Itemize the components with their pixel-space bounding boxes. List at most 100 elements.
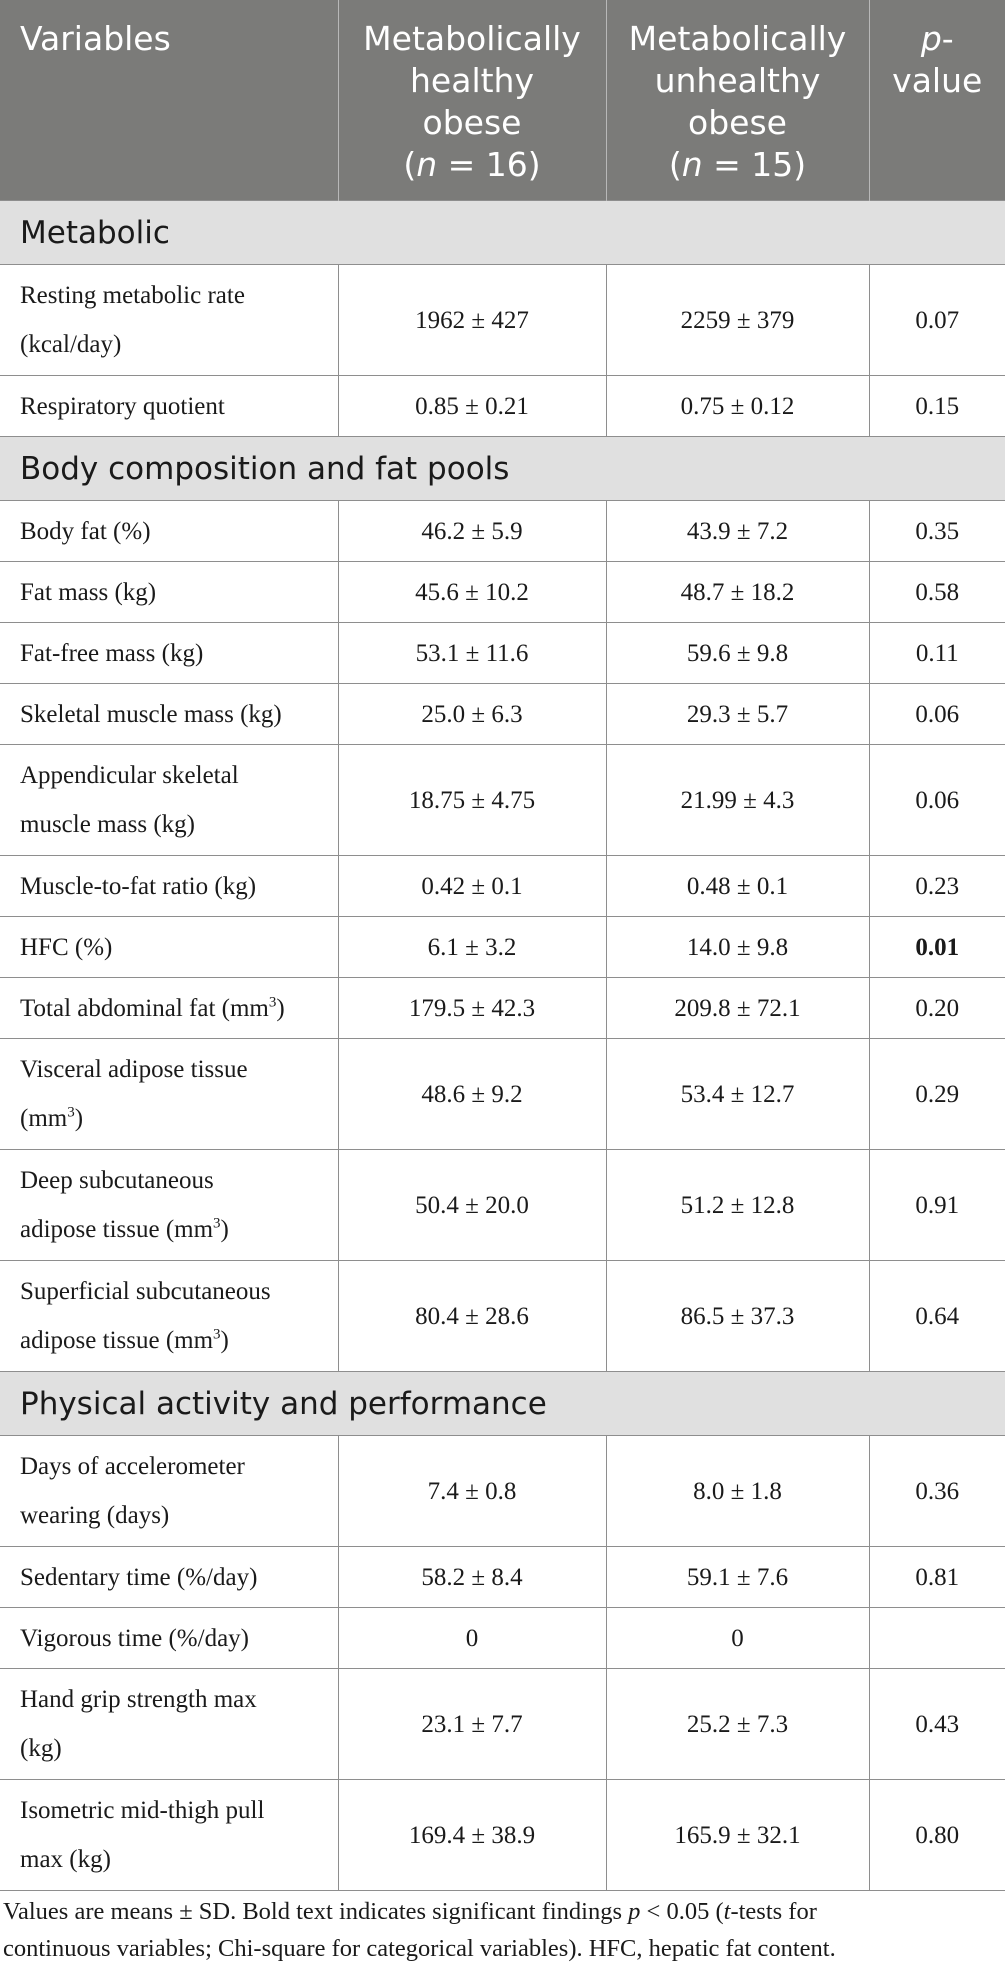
header-muo-line: obese [688,103,787,142]
variable-label-line: Resting metabolic rate [20,282,245,309]
variable-label-line: Appendicular skeletal [20,762,239,789]
p-value: 0.80 [868,1779,1005,1891]
section-title: Metabolic [0,200,1005,265]
muo-value: 0.75 ± 0.12 [605,375,870,437]
mho-value: 25.0 ± 6.3 [337,683,607,745]
variable-label: Fat mass (kg) [0,561,339,623]
variable-label-line: Deep subcutaneous [20,1167,214,1194]
variable-label-line: Isometric mid-thigh pull [20,1797,265,1824]
variable-label: Sedentary time (%/day) [0,1546,339,1608]
muo-value: 8.0 ± 1.8 [605,1435,870,1547]
muo-value: 53.4 ± 12.7 [605,1038,870,1150]
p-value: 0.58 [868,561,1005,623]
table-row: Total abdominal fat (mm3) 179.5 ± 42.3 209… [0,977,1005,1039]
variable-label: Deep subcutaneous adipose tissue (mm3) [0,1149,339,1261]
variable-label-line: (mm3) [20,1104,84,1132]
header-pvalue-line: p- [920,19,954,58]
mho-value: 0 [337,1607,607,1669]
mho-value: 1962 ± 427 [337,264,607,376]
variable-label-line: Hand grip strength max [20,1686,257,1713]
mho-value: 45.6 ± 10.2 [337,561,607,623]
variable-label-line: HFC (%) [20,933,113,961]
p-value: 0.64 [868,1260,1005,1372]
variable-label-line: Skeletal muscle mass (kg) [20,700,282,728]
table-row: Deep subcutaneous adipose tissue (mm3) 50.… [0,1149,1005,1261]
variable-label: Visceral adipose tissue (mm3) [0,1038,339,1150]
table-row: Muscle-to-fat ratio (kg) 0.42 ± 0.1 0.48 ±… [0,855,1005,917]
table-row: Appendicular skeletal muscle mass (kg) 18.… [0,744,1005,856]
mho-value: 18.75 ± 4.75 [337,744,607,856]
variable-label: Fat-free mass (kg) [0,622,339,684]
variable-label-line: Superficial subcutaneous [20,1278,271,1305]
p-value: 0.29 [868,1038,1005,1150]
p-value: 0.81 [868,1546,1005,1608]
table-row: Days of accelerometer wearing (days) 7.4 ±… [0,1435,1005,1547]
table-header: Variables Metabolically healthy obese (n… [0,0,1005,201]
variable-label-line: Respiratory quotient [20,392,225,420]
mho-value: 179.5 ± 42.3 [337,977,607,1039]
muo-value: 2259 ± 379 [605,264,870,376]
table-row: Body fat (%) 46.2 ± 5.9 43.9 ± 7.2 0.35 [0,500,1005,562]
section-row: Body composition and fat pools [0,436,1005,501]
p-value [868,1607,1005,1669]
muo-value: 14.0 ± 9.8 [605,916,870,978]
variable-label: Vigorous time (%/day) [0,1607,339,1669]
variable-label-line: (kg) [20,1735,62,1762]
variable-label: HFC (%) [0,916,339,978]
p-value: 0.06 [868,683,1005,745]
variable-label: Total abdominal fat (mm3) [0,977,339,1039]
table-row: Visceral adipose tissue (mm3) 48.6 ± 9.2 53… [0,1038,1005,1150]
mho-value: 0.85 ± 0.21 [337,375,607,437]
muo-value: 29.3 ± 5.7 [605,683,870,745]
mho-value: 6.1 ± 3.2 [337,916,607,978]
footnote-line: continuous variables; Chi-square for cat… [3,1935,836,1962]
footnote-line: Values are means ± SD. Bold text indicat… [3,1898,817,1925]
header-muo-n: (n = 15) [668,145,807,184]
p-value: 0.43 [868,1668,1005,1780]
table-row: Resting metabolic rate (kcal/day) 1962 ± 4… [0,264,1005,376]
table-row: Sedentary time (%/day) 58.2 ± 8.4 59.1 ± 7… [0,1546,1005,1608]
header-muo-line: unhealthy [654,61,821,100]
mho-value: 58.2 ± 8.4 [337,1546,607,1608]
muo-value: 209.8 ± 72.1 [605,977,870,1039]
variable-label: Isometric mid-thigh pull max (kg) [0,1779,339,1891]
p-value: 0.06 [868,744,1005,856]
table-row: Superficial subcutaneous adipose tissue (… [0,1260,1005,1372]
table-row: Isometric mid-thigh pull max (kg) 169.4 ± … [0,1779,1005,1891]
mho-value: 169.4 ± 38.9 [337,1779,607,1891]
mho-value: 46.2 ± 5.9 [337,500,607,562]
table-row: Fat-free mass (kg) 53.1 ± 11.6 59.6 ± 9.8 0… [0,622,1005,684]
p-value: 0.20 [868,977,1005,1039]
table-row: Fat mass (kg) 45.6 ± 10.2 48.7 ± 18.2 0.58 [0,561,1005,623]
table-footnote: Values are means ± SD. Bold text indicat… [3,1893,993,1967]
muo-value: 0.48 ± 0.1 [605,855,870,917]
header-mho-line: Metabolically [363,19,581,58]
p-value: 0.35 [868,500,1005,562]
mho-value: 0.42 ± 0.1 [337,855,607,917]
variable-label-line: Sedentary time (%/day) [20,1563,258,1591]
p-value: 0.15 [868,375,1005,437]
mho-value: 50.4 ± 20.0 [337,1149,607,1261]
p-value: 0.91 [868,1149,1005,1261]
header-pvalue-line: value [892,61,983,100]
results-table-container: Variables Metabolically healthy obese (n… [0,0,1005,1891]
variable-label-line: muscle mass (kg) [20,811,195,838]
p-value: 0.23 [868,855,1005,917]
table-row: Respiratory quotient 0.85 ± 0.21 0.75 ± 0.… [0,375,1005,437]
p-value: 0.36 [868,1435,1005,1547]
mho-value: 48.6 ± 9.2 [337,1038,607,1150]
muo-value: 59.1 ± 7.6 [605,1546,870,1608]
p-value: 0.11 [868,622,1005,684]
variable-label: Muscle-to-fat ratio (kg) [0,855,339,917]
muo-value: 59.6 ± 9.8 [605,622,870,684]
muo-value: 43.9 ± 7.2 [605,500,870,562]
variable-label-line: Visceral adipose tissue [20,1056,248,1083]
variable-label: Appendicular skeletal muscle mass (kg) [0,744,339,856]
section-title: Physical activity and performance [0,1371,1005,1436]
table-body: Metabolic Resting metabolic rate (kcal/day… [0,200,1005,1891]
variable-label-line: adipose tissue (mm3) [20,1215,229,1243]
muo-value: 51.2 ± 12.8 [605,1149,870,1261]
section-row: Metabolic [0,200,1005,265]
mho-value: 7.4 ± 0.8 [337,1435,607,1547]
mho-value: 80.4 ± 28.6 [337,1260,607,1372]
